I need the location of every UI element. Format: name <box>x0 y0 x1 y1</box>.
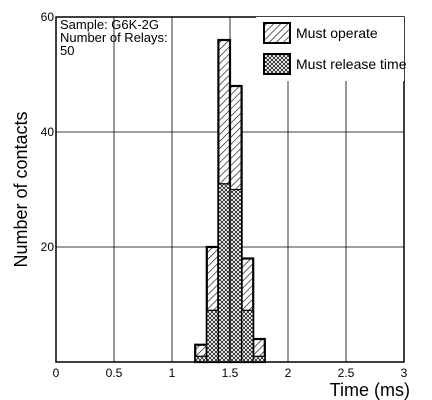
must-release-bar <box>252 355 266 363</box>
x-tick-label: 1 <box>169 366 176 380</box>
y-tick-labels: 20 40 60 <box>41 10 55 254</box>
x-tick-label: 2.5 <box>338 366 355 380</box>
must-release-bar <box>194 355 208 363</box>
legend-swatch-must-operate <box>263 22 291 44</box>
legend-label-must-operate: Must operate <box>296 25 378 41</box>
x-tick-label: 0 <box>53 366 60 380</box>
x-tick-label: 0.5 <box>106 366 123 380</box>
x-tick-label: 2 <box>285 366 292 380</box>
legend-swatch-must-release <box>263 53 291 75</box>
annotation-line: Number of Relays: <box>60 30 168 45</box>
x-axis-title: Time (ms) <box>330 380 410 400</box>
annotation-line: 50 <box>60 43 74 58</box>
y-axis-title: Number of contacts <box>11 111 31 267</box>
x-tick-label: 1.5 <box>222 366 239 380</box>
plot-frame <box>55 16 405 363</box>
legend: Must operate Must release time <box>256 17 407 81</box>
x-tick-label: 3 <box>401 366 408 380</box>
must-release-bar <box>229 188 243 363</box>
x-tick-labels: 0 0.5 1 1.5 2 2.5 3 <box>53 366 408 380</box>
annotation-line: Sample: G6K-2G <box>60 17 159 32</box>
must-release-bar <box>241 309 254 363</box>
must-release-bar <box>206 309 220 363</box>
y-tick-label: 40 <box>41 125 55 139</box>
must-release-bar <box>217 183 231 363</box>
y-tick-label: 60 <box>41 10 55 24</box>
legend-label-must-release: Must release time <box>296 56 407 72</box>
must-release-bars <box>194 183 266 363</box>
y-tick-label: 20 <box>41 240 55 254</box>
